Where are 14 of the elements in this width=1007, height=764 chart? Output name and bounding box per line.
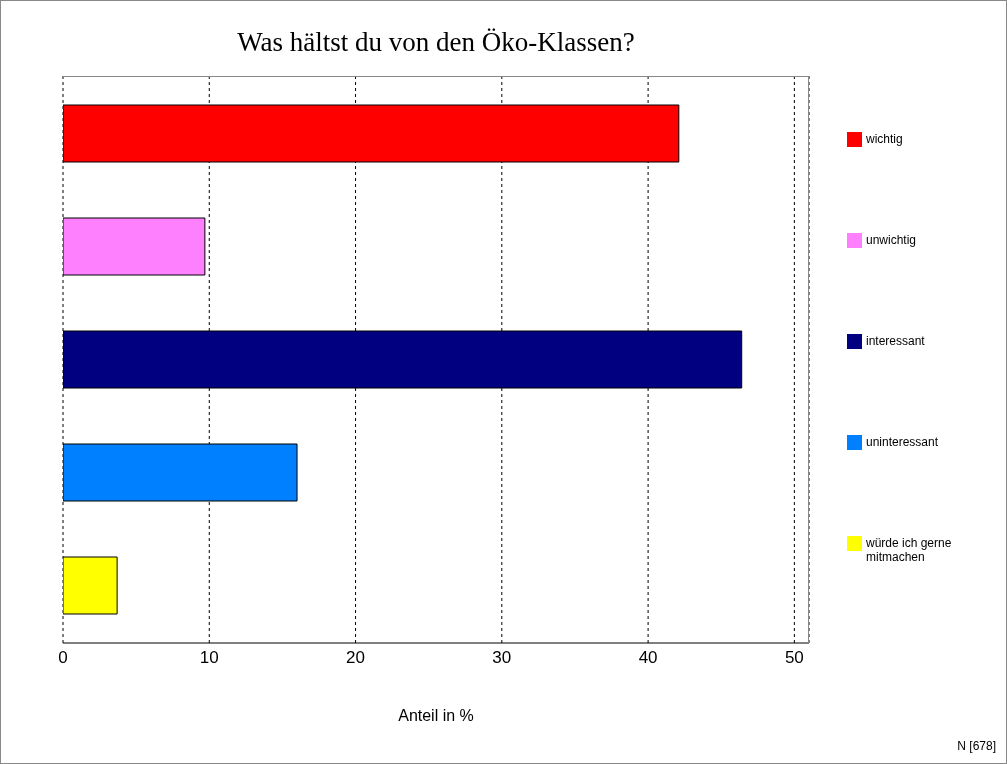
legend-label: interessant: [866, 334, 926, 348]
x-tick-label: 40: [638, 648, 658, 668]
x-axis-title: Anteil in %: [397, 707, 475, 725]
text: N [678]: [957, 739, 996, 753]
legend-label: uninteressant: [866, 435, 940, 449]
x-tick-label: 0: [58, 648, 68, 668]
x-tick-label: 20: [346, 648, 366, 668]
legend-label: würde ich gerne mitmachen: [866, 536, 953, 564]
legend-label: wichtig: [866, 132, 904, 146]
x-tick-label: 30: [492, 648, 512, 668]
legend-label: unwichtig: [866, 233, 918, 247]
chart-title: Was hältst du von den Öko-Klassen?: [236, 27, 636, 58]
x-tick-label: 50: [784, 648, 804, 668]
x-tick-label: 10: [199, 648, 219, 668]
